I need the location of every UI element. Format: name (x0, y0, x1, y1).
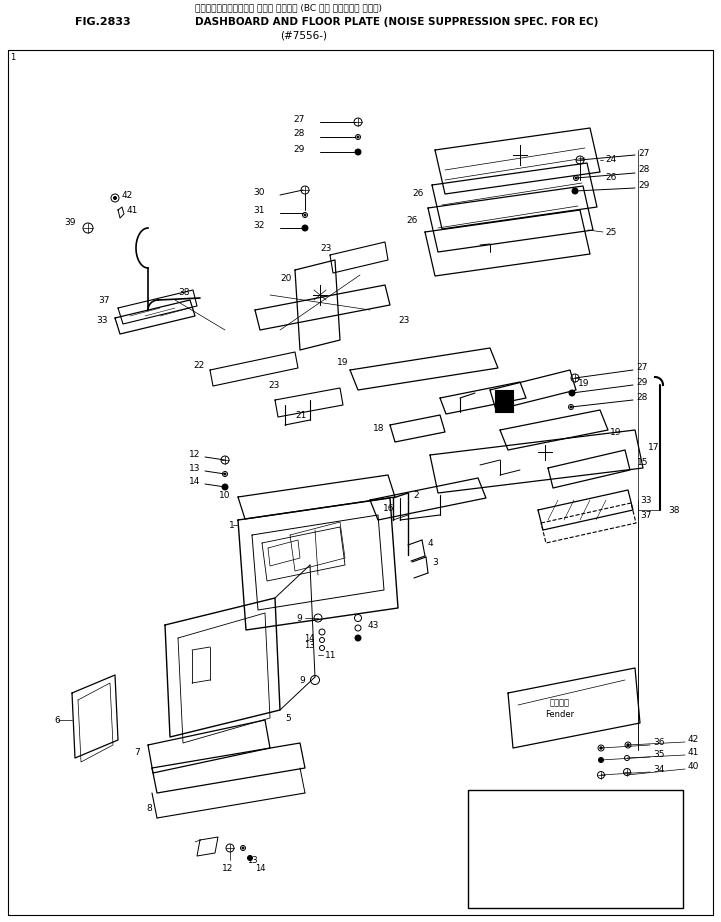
Text: 16: 16 (383, 503, 394, 513)
Text: 26: 26 (407, 216, 418, 224)
Text: 42: 42 (688, 735, 699, 743)
Text: 40: 40 (688, 762, 699, 771)
Text: 19: 19 (578, 379, 590, 387)
Text: 31: 31 (254, 206, 265, 215)
Text: 26: 26 (605, 173, 616, 183)
Circle shape (302, 225, 308, 231)
Text: 36: 36 (653, 738, 665, 747)
Text: 7: 7 (134, 748, 140, 756)
Text: 2: 2 (413, 491, 419, 500)
Text: 4: 4 (428, 538, 433, 548)
Text: Fender: Fender (546, 710, 575, 718)
Text: 24: 24 (605, 156, 616, 164)
Text: 37: 37 (99, 295, 110, 304)
Text: 32: 32 (254, 220, 265, 230)
Text: 1: 1 (10, 53, 15, 62)
Text: 41: 41 (127, 206, 138, 215)
Circle shape (224, 473, 226, 475)
Text: 14: 14 (255, 864, 265, 872)
Bar (495, 390, 513, 412)
Text: 14: 14 (189, 477, 200, 486)
Text: 21: 21 (295, 410, 306, 420)
Text: 23: 23 (398, 315, 410, 325)
Text: 19: 19 (337, 358, 348, 367)
Text: 37: 37 (640, 511, 652, 519)
Circle shape (570, 406, 572, 408)
Text: 30: 30 (254, 187, 265, 196)
Text: 26: 26 (412, 188, 424, 197)
Text: 29: 29 (636, 377, 647, 386)
Text: 22: 22 (194, 361, 205, 370)
Text: 5: 5 (285, 714, 291, 723)
Text: 18: 18 (373, 423, 384, 432)
Circle shape (304, 214, 306, 216)
Text: 15: 15 (637, 457, 648, 467)
Text: 14: 14 (304, 633, 315, 643)
Text: 13: 13 (304, 641, 315, 649)
Circle shape (242, 847, 244, 849)
Circle shape (357, 136, 359, 138)
Circle shape (222, 484, 228, 490)
Text: 10: 10 (218, 491, 230, 500)
Text: 35: 35 (653, 750, 665, 759)
Text: 34: 34 (653, 764, 664, 774)
Circle shape (355, 635, 361, 641)
Text: 33: 33 (97, 315, 108, 325)
Text: 43: 43 (368, 621, 379, 630)
Circle shape (569, 390, 575, 396)
Circle shape (598, 758, 603, 762)
Text: 1: 1 (229, 521, 235, 529)
Text: 12: 12 (189, 450, 200, 458)
Text: 13: 13 (247, 856, 257, 865)
Text: 3: 3 (432, 558, 438, 566)
Circle shape (572, 188, 578, 194)
Text: 33: 33 (640, 495, 652, 504)
Text: 27: 27 (638, 148, 650, 158)
Text: 20: 20 (280, 274, 291, 282)
Text: 38: 38 (178, 288, 190, 297)
Text: 40: 40 (554, 866, 566, 874)
Text: Floor Mat: Floor Mat (549, 828, 591, 836)
Circle shape (113, 196, 117, 199)
Text: 29: 29 (293, 145, 305, 153)
Text: 13: 13 (188, 464, 200, 472)
Text: (#7556-): (#7556-) (280, 31, 327, 41)
Text: 19: 19 (610, 428, 622, 436)
Circle shape (355, 149, 361, 155)
Circle shape (575, 177, 577, 179)
Text: 8: 8 (146, 803, 152, 812)
Text: 9: 9 (299, 676, 305, 684)
Circle shape (600, 747, 602, 750)
Text: 27: 27 (636, 362, 647, 372)
Circle shape (627, 744, 629, 746)
Text: 12: 12 (222, 864, 234, 872)
Text: 23: 23 (321, 243, 332, 253)
Text: 38: 38 (668, 505, 679, 514)
Text: 28: 28 (293, 129, 305, 138)
Text: DASHBOARD AND FLOOR PLATE (NOISE SUPPRESSION SPEC. FOR EC): DASHBOARD AND FLOOR PLATE (NOISE SUPPRES… (195, 17, 598, 27)
Text: 6: 6 (54, 715, 60, 725)
Text: 25: 25 (605, 228, 616, 237)
Bar (468, 790, 683, 908)
Text: 27: 27 (293, 114, 305, 124)
Text: FIG.2833: FIG.2833 (75, 17, 131, 27)
Text: 23: 23 (268, 381, 279, 389)
Circle shape (247, 856, 252, 860)
Text: 9: 9 (296, 613, 302, 622)
Text: 42: 42 (122, 191, 133, 199)
Text: 28: 28 (636, 393, 647, 401)
Text: 29: 29 (638, 182, 650, 191)
Text: フェンダ: フェンダ (550, 699, 570, 707)
Text: 41: 41 (688, 748, 699, 756)
Text: フロアマット: フロアマット (554, 815, 586, 824)
Text: 11: 11 (325, 651, 337, 659)
Text: 17: 17 (648, 443, 660, 452)
Text: 44: 44 (482, 798, 493, 807)
Text: 28: 28 (638, 166, 650, 174)
Text: 39: 39 (64, 218, 76, 227)
Text: ダッシュボード・オヘ・ フロア プレート (BC 仕様 テイソヨン ショリ): ダッシュボード・オヘ・ フロア プレート (BC 仕様 テイソヨン ショリ) (195, 4, 382, 13)
